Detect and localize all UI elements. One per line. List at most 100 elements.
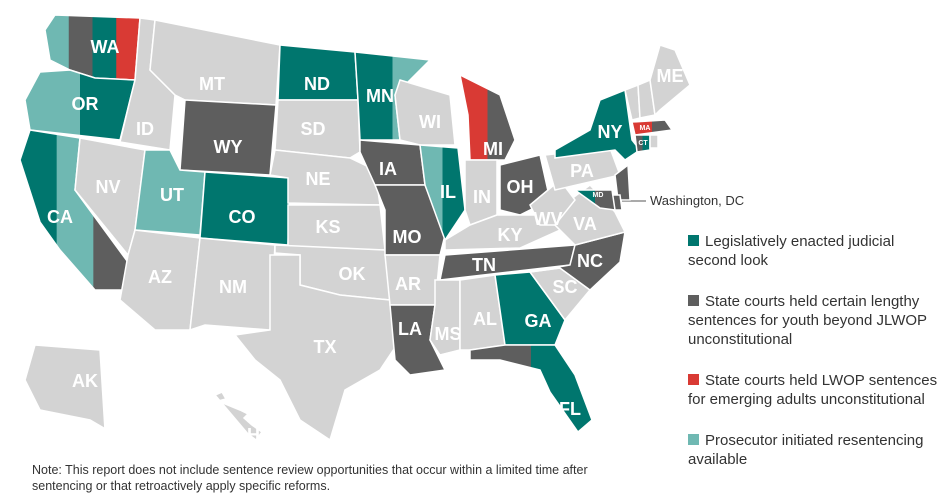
state-border [634, 134, 651, 153]
state-fill [632, 120, 653, 135]
state: KS [287, 204, 386, 251]
state-fill [642, 135, 650, 152]
state-label: MT [199, 74, 225, 94]
state-shape [429, 279, 461, 356]
state [649, 134, 659, 149]
state: WA [44, 14, 141, 81]
state-label: LA [398, 319, 422, 339]
legend-swatch [688, 374, 699, 385]
map: WA OR CA NV ID MT WY UT CO AZ NM ND SD NE KS OK TX MN IA MO… [19, 14, 690, 456]
state-label: NY [597, 122, 622, 142]
legend-label: Prosecutor initiated resentencing availa… [688, 432, 924, 468]
state-label: MD [593, 192, 604, 199]
state-fill [635, 135, 643, 152]
state-label: CO [229, 207, 256, 227]
state: CO [199, 171, 291, 246]
state-shape [649, 44, 690, 117]
state-label: NE [305, 169, 330, 189]
state-label: MN [366, 86, 394, 106]
state-label: WV [534, 209, 563, 229]
state-label: NM [219, 277, 247, 297]
state-label: TX [313, 337, 336, 357]
state: AR [384, 254, 441, 306]
state-label: OK [339, 264, 366, 284]
state-label: ID [136, 119, 154, 139]
state-shape [233, 254, 401, 442]
state-border [469, 344, 593, 434]
state: CT [634, 134, 651, 153]
state-shape [269, 149, 381, 206]
state-label: OR [72, 94, 99, 114]
state-label: MI [483, 139, 503, 159]
state-border [572, 189, 616, 211]
legend-item: State courts held certain lengthy senten… [688, 292, 946, 349]
legend-label: Legislatively enacted judicial second lo… [688, 233, 895, 269]
legend-item: Legislatively enacted judicial second lo… [688, 232, 946, 270]
state-label: SC [552, 277, 577, 297]
state-label: TN [472, 255, 496, 275]
legend-swatch [688, 235, 699, 246]
state-fill [355, 52, 393, 140]
state-label: VA [573, 214, 597, 234]
state-label: OH [507, 177, 534, 197]
state-shape [614, 163, 631, 201]
state [614, 163, 631, 201]
state-shape [274, 99, 361, 159]
state-label: AL [473, 309, 497, 329]
state: GA [494, 271, 566, 346]
state: NM [189, 237, 276, 332]
state: ND [277, 44, 359, 101]
state: TX [233, 254, 401, 442]
legend-item: State courts held LWOP sentences for eme… [688, 371, 946, 409]
state: IA [359, 139, 426, 186]
state-fill [116, 15, 140, 80]
state-label: NV [95, 177, 120, 197]
legend-label: State courts held LWOP sentences for eme… [688, 372, 938, 408]
state-fill [595, 190, 615, 210]
state-fill [470, 345, 532, 432]
state: UT [134, 149, 206, 236]
state: ME [649, 44, 690, 117]
state-label: FL [559, 399, 581, 419]
legend-item: Prosecutor initiated resentencing availa… [688, 431, 946, 469]
state: WI [394, 79, 456, 146]
state-border [419, 144, 466, 242]
state-label: MA [640, 125, 651, 132]
dc-label: Washington, DC [650, 193, 745, 208]
state-shape [649, 134, 659, 149]
state-label: AR [395, 274, 421, 294]
legend-swatch [688, 434, 699, 445]
state-label: ME [657, 66, 684, 86]
state-label: SD [300, 119, 325, 139]
state-label: IN [473, 187, 491, 207]
state-shape [494, 271, 566, 346]
legend: Legislatively enacted judicial second lo… [688, 232, 946, 491]
state: LA [389, 304, 447, 376]
state-fill [531, 345, 592, 432]
state-label: NC [577, 251, 603, 271]
legend-label: State courts held certain lengthy senten… [688, 293, 927, 348]
state: IN [464, 159, 498, 226]
state: SD [274, 99, 361, 159]
state-fill [92, 15, 117, 80]
state-label: CA [47, 207, 73, 227]
state-label: WI [419, 112, 441, 132]
state: NC [529, 230, 626, 291]
state: WY [179, 99, 277, 176]
state-shape [24, 344, 151, 456]
legend-swatch [688, 295, 699, 306]
state: OR [24, 69, 136, 141]
state: AZ [119, 229, 201, 331]
state-shape [213, 391, 264, 442]
state-label: AZ [148, 267, 172, 287]
state-label: IA [379, 159, 397, 179]
state-label: HI [247, 425, 265, 445]
state-label: IL [440, 182, 456, 202]
state-label: WY [214, 137, 243, 157]
state: NE [269, 149, 381, 206]
state-fill [68, 15, 93, 80]
state: MA [631, 119, 674, 136]
state-label: ND [304, 74, 330, 94]
state-shape [529, 230, 626, 291]
state-label: KS [315, 217, 340, 237]
